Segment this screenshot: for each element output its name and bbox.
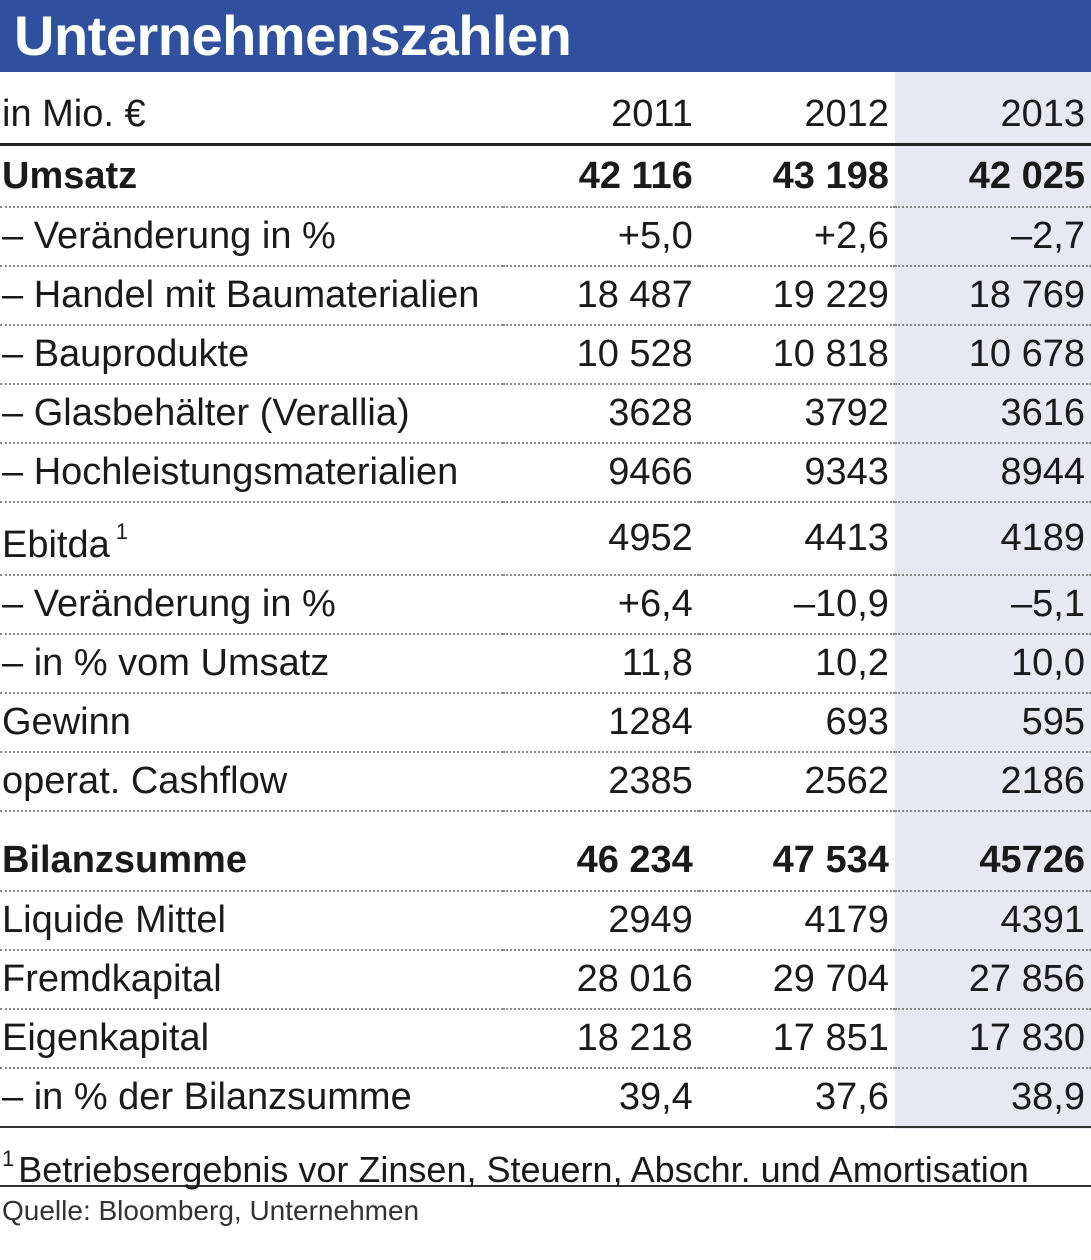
table-row: – in % vom Umsatz 11,8 10,2 10,0 [0,634,1091,694]
cell-value: 9466 [502,443,699,503]
cell-value: 17 830 [894,1009,1091,1069]
row-label: Eigenkapital [0,1009,503,1069]
row-label: operat. Cashflow [0,752,503,812]
cell-value: 47 534 [698,811,895,892]
cell-value: 18 218 [502,1009,699,1069]
cell-value: 4952 [502,502,699,576]
row-label: – Veränderung in % [0,207,503,267]
table-row: – Bauprodukte 10 528 10 818 10 678 [0,325,1091,385]
cell-value: 10 678 [894,325,1091,385]
cell-value: +6,4 [502,575,699,635]
row-label: Liquide Mittel [0,891,503,951]
cell-value: –5,1 [894,575,1091,635]
cell-value: 43 198 [698,144,895,208]
table-row: Ebitda 1 4952 4413 4189 [0,502,1091,576]
cell-value: 1284 [502,693,699,753]
cell-value: 10,0 [894,634,1091,694]
cell-value: 46 234 [502,811,699,892]
row-label: Gewinn [0,693,503,753]
cell-value: 8944 [894,443,1091,503]
cell-value: 2385 [502,752,699,812]
cell-value: 11,8 [502,634,699,694]
cell-value: +5,0 [502,207,699,267]
row-label: – Veränderung in % [0,575,503,635]
cell-value: 27 856 [894,950,1091,1010]
cell-value: 595 [894,693,1091,753]
year-header: 2011 [502,86,699,146]
cell-value: 2562 [698,752,895,812]
year-header: 2012 [698,86,895,146]
cell-value: 18 769 [894,266,1091,326]
table-row: Gewinn 1284 693 595 [0,693,1091,753]
cell-value: 38,9 [894,1068,1091,1128]
cell-value: 693 [698,693,895,753]
source-line: Quelle: Bloomberg, Unternehmen [2,1195,420,1226]
cell-value: 10,2 [698,634,895,694]
table-row: Liquide Mittel 2949 4179 4391 [0,891,1091,951]
row-label: – Bauprodukte [0,325,503,385]
cell-value: 17 851 [698,1009,895,1069]
table-row: Fremdkapital 28 016 29 704 27 856 [0,950,1091,1010]
table-row: – Veränderung in % +6,4 –10,9 –5,1 [0,575,1091,635]
row-label: Ebitda [2,524,110,566]
cell-value: –2,7 [894,207,1091,267]
header-row: in Mio. € 2011 2012 2013 [0,86,1091,146]
table-row: operat. Cashflow 2385 2562 2186 [0,752,1091,812]
cell-value: 2186 [894,752,1091,812]
table-row: – Handel mit Baumaterialien 18 487 19 22… [0,266,1091,326]
unit-label: in Mio. € [0,86,503,146]
cell-value: 4189 [894,502,1091,576]
row-label: – in % vom Umsatz [0,634,503,694]
table-row: – Veränderung in % +5,0 +2,6 –2,7 [0,207,1091,267]
table-row: – Glasbehälter (Verallia) 3628 3792 3616 [0,384,1091,444]
figures-table: in Mio. € 2011 2012 2013 Umsatz 42 116 4… [0,86,1091,1128]
table-row: – Hochleistungsmaterialien 9466 9343 894… [0,443,1091,503]
row-label: – Hochleistungsmaterialien [0,443,503,503]
cell-value: +2,6 [698,207,895,267]
cell-value: 10 528 [502,325,699,385]
cell-value: 39,4 [502,1068,699,1128]
cell-value: 18 487 [502,266,699,326]
footnote: 1 Betriebsergebnis vor Zinsen, Steuern, A… [0,1133,1091,1190]
row-label: – Glasbehälter (Verallia) [0,384,503,444]
cell-value: 4179 [698,891,895,951]
page-title: Unternehmenszahlen [14,4,572,67]
cell-value: –10,9 [698,575,895,635]
cell-value: 29 704 [698,950,895,1010]
row-label: – in % der Bilanzsumme [0,1068,503,1128]
footnote-mark: 1 [115,519,128,544]
cell-value: 4413 [698,502,895,576]
row-label: Umsatz [0,144,503,208]
row-label: – Handel mit Baumaterialien [0,266,503,326]
table-row: Umsatz 42 116 43 198 42 025 [0,144,1091,208]
cell-value: 10 818 [698,325,895,385]
cell-value: 45726 [894,811,1091,892]
table-row: Eigenkapital 18 218 17 851 17 830 [0,1009,1091,1069]
cell-value: 3616 [894,384,1091,444]
cell-value: 19 229 [698,266,895,326]
title-bar: Unternehmenszahlen [0,0,1091,72]
footnote-text: Betriebsergebnis vor Zinsen, Steuern, Ab… [18,1149,1029,1190]
cell-value: 28 016 [502,950,699,1010]
footnote-mark: 1 [2,1146,15,1171]
cell-value: 42 025 [894,144,1091,208]
row-label: Bilanzsumme [0,811,503,892]
table-row: Bilanzsumme 46 234 47 534 45726 [0,811,1091,892]
cell-value: 3792 [698,384,895,444]
cell-value: 2949 [502,891,699,951]
table-row: – in % der Bilanzsumme 39,4 37,6 38,9 [0,1068,1091,1128]
year-header: 2013 [894,86,1091,146]
cell-value: 37,6 [698,1068,895,1128]
cell-value: 3628 [502,384,699,444]
cell-value: 4391 [894,891,1091,951]
cell-value: 42 116 [502,144,699,208]
row-label: Fremdkapital [0,950,503,1010]
row-label-with-footnote: Ebitda 1 [0,502,503,576]
cell-value: 9343 [698,443,895,503]
